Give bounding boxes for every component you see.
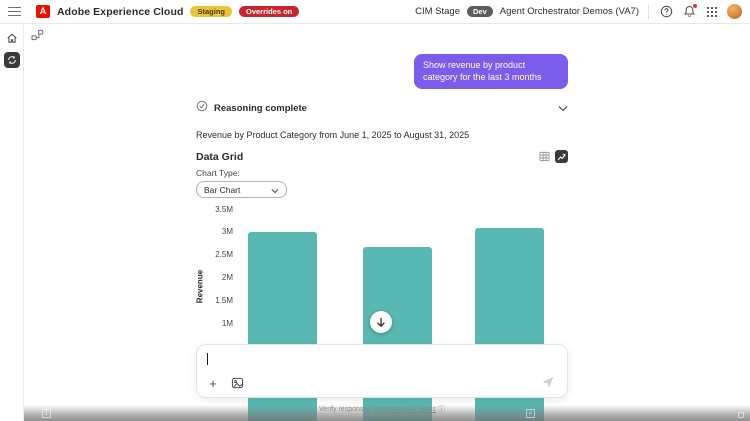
help-icon[interactable] [658,4,674,20]
y-axis-tick: 3.5M [215,204,233,214]
left-rail [0,24,24,421]
input-actions: + [205,375,245,391]
top-bar-right: CIM Stage Dev Agent Orchestrator Demos (… [415,2,750,20]
info-icon[interactable]: ⓘ [437,406,445,413]
overlay-marker: 1 [42,409,51,418]
org-switcher[interactable]: Agent Orchestrator Demos (VA7) [499,6,639,17]
user-message-bubble: Show revenue by product category for the… [414,54,568,90]
text-caret [207,353,208,365]
table-view-icon[interactable] [538,150,551,163]
adobe-logo-icon[interactable]: A [36,5,50,18]
y-axis-tick: 2M [221,272,233,282]
overlay-marker [738,412,744,418]
generative-ai-terms-link[interactable]: Generative AI Terms [372,406,437,413]
view-toggle [538,150,568,163]
select-chevron-down-icon [271,181,279,199]
y-axis-tick: 3M [221,227,233,237]
adobe-logo-letter: A [39,6,47,16]
dev-badge: Dev [467,5,493,18]
scroll-to-bottom-button[interactable] [370,311,392,333]
reasoning-status-label: Reasoning complete [214,102,307,114]
divider [648,4,649,19]
chart-type-select[interactable]: Bar Chart [196,181,287,198]
sandbox-label[interactable]: CIM Stage [415,6,461,17]
agent-chat-nav-icon[interactable] [3,52,20,68]
chart-type-value: Bar Chart [204,184,241,195]
verify-text: Verify responses [319,406,371,413]
chat-input[interactable] [207,351,557,375]
staging-badge: Staging [190,5,232,18]
chart-view-icon[interactable] [555,150,568,163]
image-capture-icon[interactable] [229,375,245,391]
answer-summary-text: Revenue by Product Category from June 1,… [196,130,470,140]
reasoning-accordion[interactable]: Reasoning complete [196,100,568,116]
hamburger-menu-icon[interactable] [8,6,21,17]
data-grid-title: Data Grid [196,150,244,163]
data-grid-header: Data Grid [196,150,568,163]
chat-input-card: + [196,344,568,398]
send-button[interactable] [539,373,557,391]
home-nav-icon[interactable] [4,30,20,46]
top-bar-left: A Adobe Experience Cloud Staging Overrid… [0,5,300,18]
chart-type-label: Chart Type: [196,168,240,178]
overrides-badge: Overrides on [238,5,300,18]
workflow-icon[interactable] [31,28,44,46]
top-bar: A Adobe Experience Cloud Staging Overrid… [0,0,750,24]
plus-glyph: + [209,375,217,391]
user-avatar[interactable] [727,4,742,19]
y-axis-tick: 1M [221,318,233,328]
footer-disclaimer: Verify responses Generative AI Terms ⓘ [196,404,568,414]
chevron-down-icon[interactable] [558,99,568,117]
app-switcher-icon[interactable] [704,4,720,20]
notifications-bell-icon[interactable] [681,2,698,20]
y-axis-tick: 2.5M [215,250,233,260]
brand-title: Adobe Experience Cloud [57,5,184,18]
y-axis-title: Revenue [196,269,205,304]
check-circle-icon [196,99,208,117]
add-attachment-icon[interactable]: + [205,375,221,391]
y-axis-tick: 1.5M [215,295,233,305]
notification-badge [692,2,698,9]
